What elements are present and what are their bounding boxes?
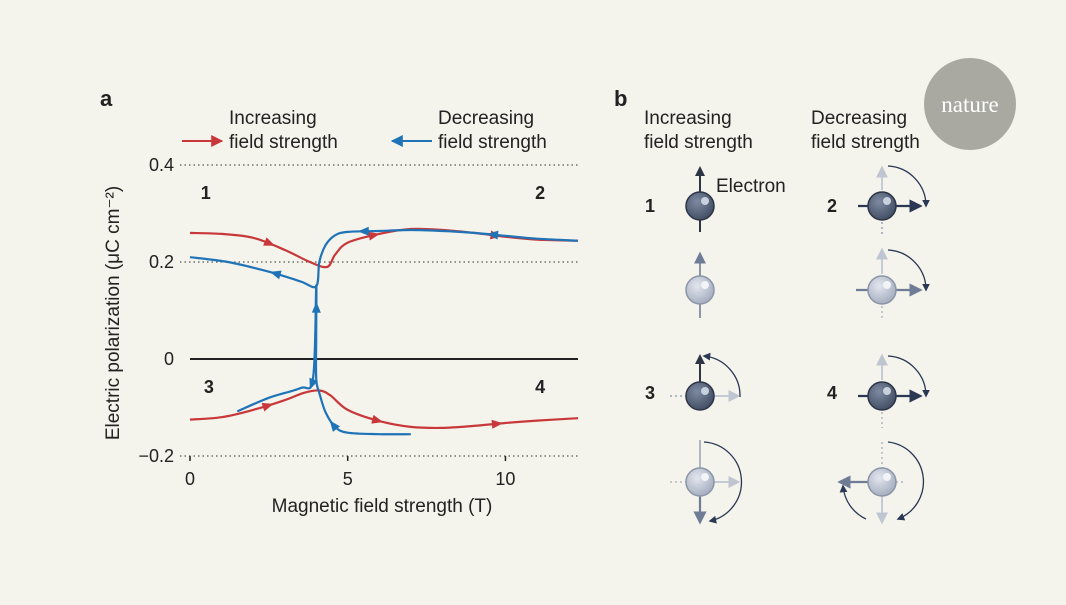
electron-label: Electron: [716, 176, 786, 197]
col-increasing-line2: field strength: [644, 132, 753, 153]
legend-increasing-line2: field strength: [229, 132, 338, 153]
x-tick-label: 0: [185, 469, 195, 489]
panel-b-state-3: 3: [645, 383, 655, 403]
electron-dark: [867, 191, 897, 221]
series-lines: [189, 226, 579, 436]
electron-dark: [867, 381, 897, 411]
nature-logo: nature: [924, 58, 1016, 150]
electron-dark: [685, 381, 715, 411]
y-axis-label: Electric polarization (μC cm⁻²): [103, 186, 124, 440]
series-direction-arrow: [269, 270, 282, 280]
y-tick-label: −0.2: [138, 446, 174, 466]
y-tick-label: 0: [164, 349, 174, 369]
panel-b-state-1: 1: [645, 196, 655, 216]
panel-a-letter: a: [100, 86, 113, 111]
panel-a-state-1: 1: [201, 183, 211, 203]
series-direction-arrow: [311, 301, 321, 313]
state-annotations: 1 2 3 4: [201, 183, 545, 397]
electron-light: [685, 275, 715, 305]
electron-light: [867, 275, 897, 305]
panel-b-state-2: 2: [827, 196, 837, 216]
x-tick-label: 10: [495, 469, 515, 489]
x-axis-label: Magnetic field strength (T): [272, 496, 493, 517]
series-direction-arrow: [357, 226, 369, 236]
series-direction-arrow: [261, 402, 274, 412]
spin-state-2: [856, 165, 930, 318]
electron-dark: [685, 191, 715, 221]
panel-a-state-3: 3: [204, 377, 214, 397]
spin-state-4: [837, 353, 930, 525]
panel-a-state-2: 2: [535, 183, 545, 203]
panel-b-state-4: 4: [827, 383, 837, 403]
series-direction-arrow: [487, 230, 499, 240]
legend-increasing-line1: Increasing: [229, 108, 317, 129]
legend: Increasing field strength Decreasing fie…: [182, 108, 547, 153]
legend-decreasing-line2: field strength: [438, 132, 547, 153]
increasing-series-lower: [189, 389, 579, 430]
col-decreasing-line1: Decreasing: [811, 108, 907, 129]
electron-light: [685, 467, 715, 497]
axes: 0.4 0.2 0 −0.2 0 5 10: [138, 155, 578, 489]
electron-light: [867, 467, 897, 497]
nature-logo-text: nature: [941, 92, 998, 117]
col-increasing-line1: Increasing: [644, 108, 732, 129]
spin-state-3: [670, 352, 743, 525]
series-direction-arrow: [367, 231, 380, 241]
y-tick-label: 0.2: [149, 252, 174, 272]
series-direction-arrow: [329, 420, 341, 432]
x-tick-label: 5: [343, 469, 353, 489]
grid-lines: [180, 164, 578, 457]
series-direction-arrow: [263, 237, 276, 246]
legend-decreasing-line1: Decreasing: [438, 108, 534, 129]
series-direction-arrow: [371, 414, 384, 424]
col-decreasing-line2: field strength: [811, 132, 920, 153]
y-tick-label: 0.4: [149, 155, 174, 175]
series-direction-arrow: [309, 377, 318, 390]
panel-b-letter: b: [614, 86, 627, 111]
decreasing-series-lower: [236, 284, 411, 436]
panel-a-state-4: 4: [535, 377, 545, 397]
spin-state-1: [685, 166, 715, 318]
series-direction-arrow: [491, 419, 503, 429]
